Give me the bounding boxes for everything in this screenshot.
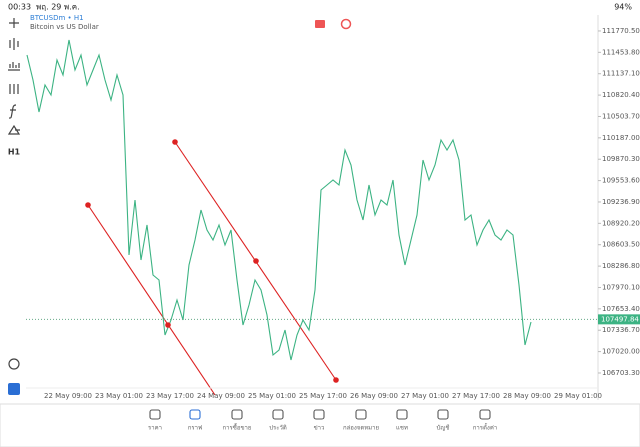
nav-label: ข่าว — [314, 425, 325, 432]
bars-tool[interactable] — [8, 62, 20, 71]
y-tick-label: 111137.10 — [602, 70, 640, 78]
nav-icon — [355, 409, 367, 420]
trendline-anchor — [333, 377, 339, 383]
nav-label: แชท — [396, 425, 408, 432]
timeframe[interactable]: H1 — [8, 148, 21, 157]
y-tick-label: 106703.30 — [602, 369, 640, 377]
app-icon[interactable] — [8, 383, 20, 395]
nav-label: กราฟ — [188, 425, 202, 432]
symbol-description: Bitcoin vs US Dollar — [30, 23, 99, 31]
y-tick-label: 107020.00 — [602, 348, 640, 356]
x-tick-label: 22 May 09:00 — [44, 392, 92, 400]
nav-item[interactable]: กล่องจดหมาย — [343, 409, 379, 432]
symbol: BTCUSDm • H1 — [30, 14, 84, 22]
x-tick-label: 27 May 17:00 — [452, 392, 500, 400]
nav-label: ราคา — [148, 425, 162, 432]
nav-label: กล่องจดหมาย — [343, 425, 379, 432]
status-time: 00:33 — [8, 3, 31, 12]
y-tick-label: 109870.30 — [602, 155, 640, 163]
y-tick-label: 110503.70 — [602, 112, 640, 120]
x-tick-label: 29 May 01:00 — [554, 392, 602, 400]
nav-icon — [231, 409, 243, 420]
nav-item[interactable]: การซื้อขาย — [223, 409, 252, 432]
function-tool[interactable] — [8, 104, 17, 119]
y-tick-label: 109236.90 — [602, 198, 640, 206]
nav-icon — [396, 409, 408, 420]
x-tick-label: 23 May 17:00 — [146, 392, 194, 400]
price-line — [26, 39, 532, 361]
left-toolbar — [7, 18, 21, 370]
nav-icon — [313, 409, 325, 420]
nav-icon — [149, 409, 161, 420]
nav-item[interactable]: แชท — [396, 409, 408, 432]
status-battery: 94% — [614, 3, 632, 12]
nav-item[interactable]: ข่าว — [313, 409, 325, 432]
chart-type-tool[interactable] — [9, 38, 19, 50]
one-click-button[interactable] — [340, 18, 352, 30]
nav-label: บัญชี — [437, 424, 450, 432]
nav-icon — [437, 409, 449, 420]
x-tick-label: 27 May 01:00 — [401, 392, 449, 400]
y-tick-label: 107336.70 — [602, 326, 640, 334]
nav-item[interactable]: บัญชี — [437, 409, 450, 432]
y-tick-label: 111453.80 — [602, 48, 640, 56]
trendline[interactable] — [87, 204, 216, 396]
nav-item[interactable]: ราคา — [148, 409, 162, 432]
nav-icon — [189, 409, 201, 420]
y-tick-label: 107970.10 — [602, 283, 640, 291]
nav-icon — [479, 409, 491, 420]
y-tick-label: 110187.00 — [602, 134, 640, 142]
x-tick-label: 28 May 09:00 — [503, 392, 551, 400]
bottom-nav-bar — [0, 403, 640, 447]
trendline-anchor — [85, 202, 91, 208]
y-tick-label: 110820.40 — [602, 91, 640, 99]
status-date: พฤ. 29 พ.ค. — [36, 3, 80, 12]
y-tick-label: 111770.50 — [602, 27, 640, 35]
zoom-tool[interactable] — [8, 358, 20, 370]
trade-button[interactable] — [315, 20, 325, 28]
nav-item[interactable]: ประวัติ — [269, 409, 287, 432]
x-tick-label: 24 May 09:00 — [197, 392, 245, 400]
y-tick-label: 107653.40 — [602, 305, 640, 313]
x-tick-label: 25 May 01:00 — [248, 392, 296, 400]
trendline-anchor — [165, 322, 171, 328]
y-tick-label: 108603.50 — [602, 241, 640, 249]
nav-item[interactable]: การตั้งค่า — [473, 409, 497, 432]
nav-label: การซื้อขาย — [223, 422, 252, 432]
y-tick-label: 108286.80 — [602, 262, 640, 270]
current-price-label: 107497.84 — [601, 315, 639, 323]
x-tick-label: 23 May 01:00 — [95, 392, 143, 400]
trendline-anchor — [253, 258, 259, 264]
nav-label: ประวัติ — [269, 425, 287, 432]
nav-icon — [272, 409, 284, 420]
objects-tool[interactable] — [7, 124, 21, 135]
nav-item[interactable]: กราฟ — [188, 409, 202, 432]
nav-label: การตั้งค่า — [473, 422, 497, 432]
x-tick-label: 25 May 17:00 — [299, 392, 347, 400]
trendline-anchor — [172, 139, 178, 145]
y-tick-label: 109553.60 — [602, 177, 640, 185]
current-price-box — [598, 314, 640, 325]
indicators-tool[interactable] — [9, 84, 19, 94]
y-tick-label: 108920.20 — [602, 219, 640, 227]
x-tick-label: 26 May 09:00 — [350, 392, 398, 400]
crosshair-tool[interactable] — [9, 18, 19, 28]
